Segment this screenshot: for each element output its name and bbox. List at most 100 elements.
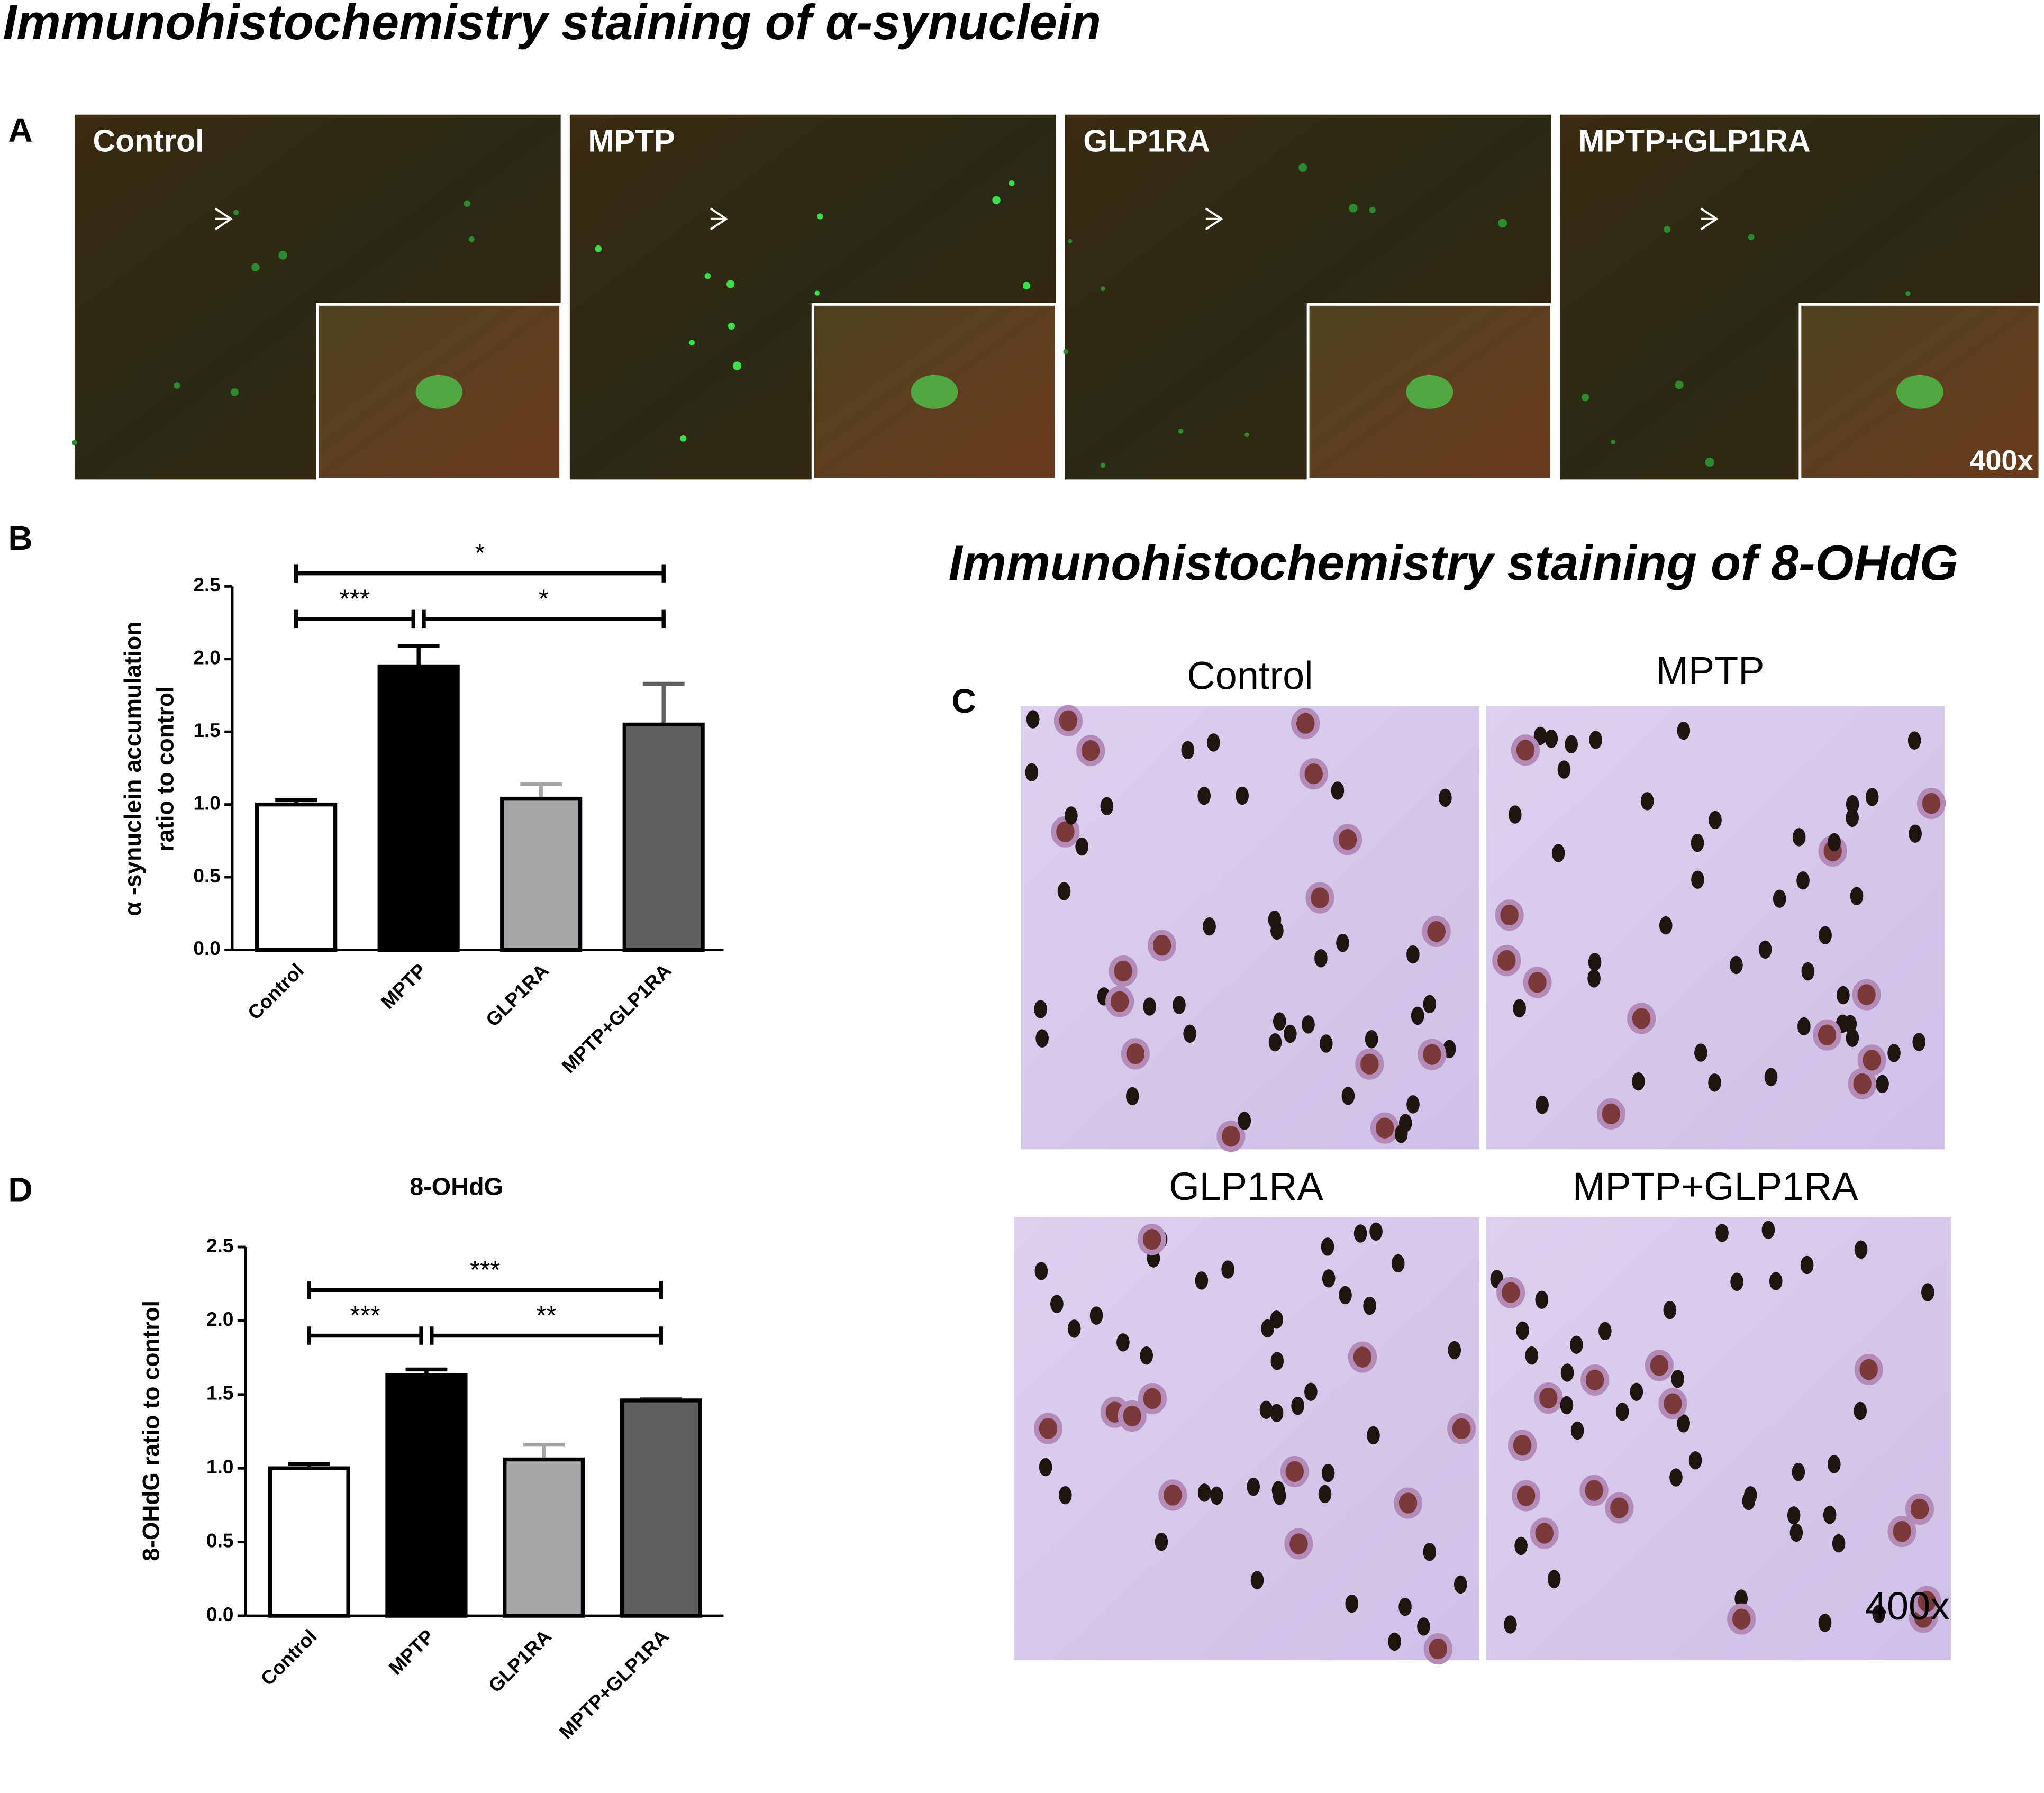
nucleus [1850, 887, 1864, 905]
nucleus [1872, 1605, 1886, 1623]
panel-c-title: Immunohistochemistry staining of 8-OHdG [949, 535, 1958, 590]
cell-spot [1905, 291, 1911, 296]
significance-bracket [430, 1326, 663, 1345]
cell-spot [1244, 432, 1249, 438]
nucleus [1615, 1403, 1629, 1421]
nucleus [1630, 1382, 1643, 1401]
inset-cell [911, 375, 958, 409]
nucleus [1516, 1321, 1529, 1340]
panel-label: GLP1RA [1169, 1164, 1323, 1208]
nucleus [1797, 1017, 1811, 1036]
cell-spot [233, 210, 239, 215]
nucleus [1100, 797, 1114, 816]
cell-spot [595, 245, 602, 252]
bar [620, 1398, 702, 1618]
nucleus [1846, 1029, 1859, 1047]
cell-spot [726, 280, 735, 288]
inset-cell [1406, 375, 1453, 409]
arrow [1205, 207, 1223, 231]
cell-spot [1675, 380, 1684, 389]
nucleus [1065, 806, 1078, 825]
nucleus [1304, 1382, 1318, 1401]
nucleus [1758, 940, 1772, 959]
significance-label: *** [340, 584, 370, 613]
cell-spot [174, 382, 180, 389]
nucleus [1280, 1455, 1309, 1487]
nucleus [1370, 1112, 1400, 1144]
nucleus [1627, 1003, 1656, 1034]
nucleus [1580, 1364, 1610, 1396]
cell-spot [1022, 281, 1031, 290]
y-tick-label: 0.5 [193, 865, 220, 887]
nucleus [1406, 1095, 1420, 1114]
nucleus [1796, 871, 1810, 890]
nucleus [1792, 1462, 1805, 1481]
y-tick-label: 2.5 [206, 1235, 233, 1257]
cell-spot [817, 213, 823, 220]
panel-label: Control [1187, 654, 1313, 698]
nucleus [1909, 824, 1922, 843]
nucleus [1912, 1033, 1926, 1051]
nucleus [1423, 995, 1437, 1014]
nucleus [1183, 1024, 1197, 1043]
y-tick-label: 1.0 [193, 792, 220, 814]
nucleus [1492, 944, 1521, 977]
nucleus [1203, 917, 1216, 936]
nucleus [1525, 1346, 1539, 1365]
nucleus [1787, 1506, 1801, 1525]
nucleus [1508, 1430, 1537, 1461]
nucleus [1076, 735, 1105, 767]
nucleus [1394, 1124, 1408, 1143]
y-tick-label: 0.5 [206, 1530, 233, 1551]
nucleus [1026, 710, 1040, 729]
nucleus [1422, 916, 1451, 948]
nucleus [1261, 1319, 1274, 1338]
nucleus [1336, 933, 1349, 952]
cell-spot [1664, 226, 1671, 233]
nucleus [1523, 967, 1552, 998]
y-tick-label: 2.0 [206, 1308, 233, 1330]
nucleus [1887, 1044, 1901, 1062]
arrow [710, 207, 728, 231]
nucleus [1197, 1483, 1211, 1502]
nucleus [1207, 733, 1220, 752]
panel-label: MPTP+GLP1RA [1573, 1164, 1859, 1208]
nucleus [1268, 910, 1282, 929]
nucleus [1406, 945, 1420, 964]
nucleus [1827, 1455, 1841, 1473]
nucleus [1391, 1254, 1405, 1273]
nucleus [1053, 705, 1083, 736]
nucleus [1671, 1369, 1684, 1388]
figure-title: Immunohistochemistry staining of α-synuc… [3, 0, 1101, 50]
nucleus [1363, 1296, 1376, 1315]
bar [268, 1466, 350, 1618]
panel-label: MPTP [1656, 649, 1764, 693]
nucleus [1348, 1341, 1377, 1373]
cell-spot [1369, 207, 1376, 213]
nucleus [1105, 986, 1134, 1017]
nucleus [1453, 1575, 1467, 1594]
nucleus [1534, 1382, 1563, 1414]
nucleus [1596, 1098, 1625, 1130]
nucleus [1305, 882, 1334, 914]
nucleus [1533, 726, 1547, 745]
nucleus [1846, 808, 1859, 827]
nucleus [1865, 788, 1879, 806]
panel-label: MPTP+GLP1RA [1578, 123, 1810, 159]
nucleus [1663, 1300, 1677, 1319]
inset-cell [1896, 375, 1943, 409]
cell-spot [1349, 204, 1358, 213]
panel-label: Control [93, 123, 204, 159]
panel-letter: D [8, 1171, 32, 1209]
nucleus [1291, 707, 1320, 739]
nucleus [1513, 999, 1526, 1018]
nucleus [1331, 781, 1345, 800]
nucleus [1579, 1475, 1609, 1506]
micrograph [1021, 706, 1479, 1150]
nucleus [1916, 788, 1946, 820]
nucleus [1688, 1451, 1702, 1470]
nucleus [1259, 1400, 1273, 1419]
micrograph [1486, 1217, 1951, 1660]
nucleus [1708, 1073, 1721, 1092]
nucleus [1514, 1536, 1528, 1555]
